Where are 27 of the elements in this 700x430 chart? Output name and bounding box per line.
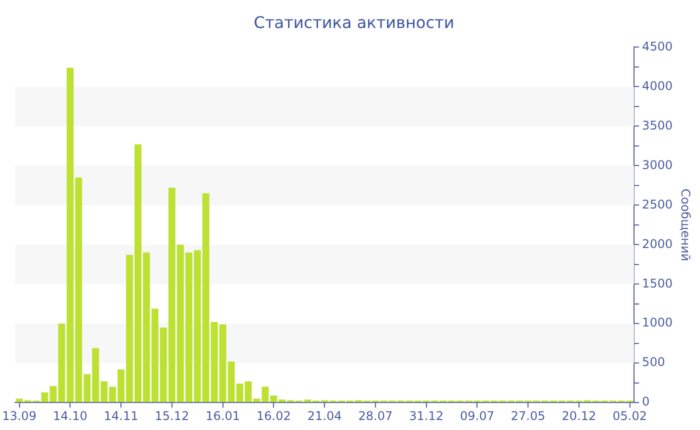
x-tick-label: 14.11 (104, 408, 138, 423)
y2-tick-label: 3000 (642, 158, 673, 172)
y2-tick-label: 2000 (642, 236, 673, 251)
x-tick-label: 15.12 (154, 408, 190, 423)
bar (236, 384, 244, 402)
y2-tick-label: 500 (642, 355, 665, 370)
x-tick-label: 16.01 (206, 408, 240, 423)
y2-tick-label: 2500 (642, 197, 673, 212)
y2-tick-label: 4000 (642, 78, 673, 93)
y2-tick-label: 1000 (642, 316, 673, 330)
y2-tick-label: 3500 (642, 118, 673, 132)
chart-title: Статистика активности (254, 12, 454, 32)
x-tick-label: 27.05 (510, 408, 546, 423)
x-tick-label: 31.12 (409, 408, 444, 423)
x-tick-label: 28.07 (358, 408, 393, 423)
x-tick-label: 16.02 (256, 408, 291, 423)
x-tick-label: 05.02 (612, 408, 647, 423)
bar (16, 398, 23, 402)
y2-tick-label: 4500 (642, 39, 673, 54)
x-tick-label: 21.04 (307, 408, 342, 423)
x-tick-label: 20.12 (562, 408, 596, 423)
x-tick-label: 09.07 (460, 408, 494, 423)
y2-axis-title: Сообщений (678, 188, 693, 262)
y2-tick-label: 1500 (642, 276, 673, 290)
y2-tick-label: 0 (642, 394, 650, 409)
x-tick-label: 14.10 (52, 408, 88, 423)
x-tick-label: 13.09 (2, 408, 36, 423)
